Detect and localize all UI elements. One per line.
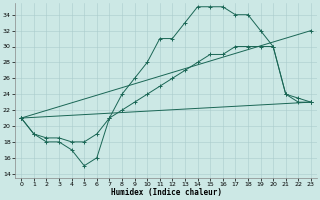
X-axis label: Humidex (Indice chaleur): Humidex (Indice chaleur)	[111, 188, 221, 197]
